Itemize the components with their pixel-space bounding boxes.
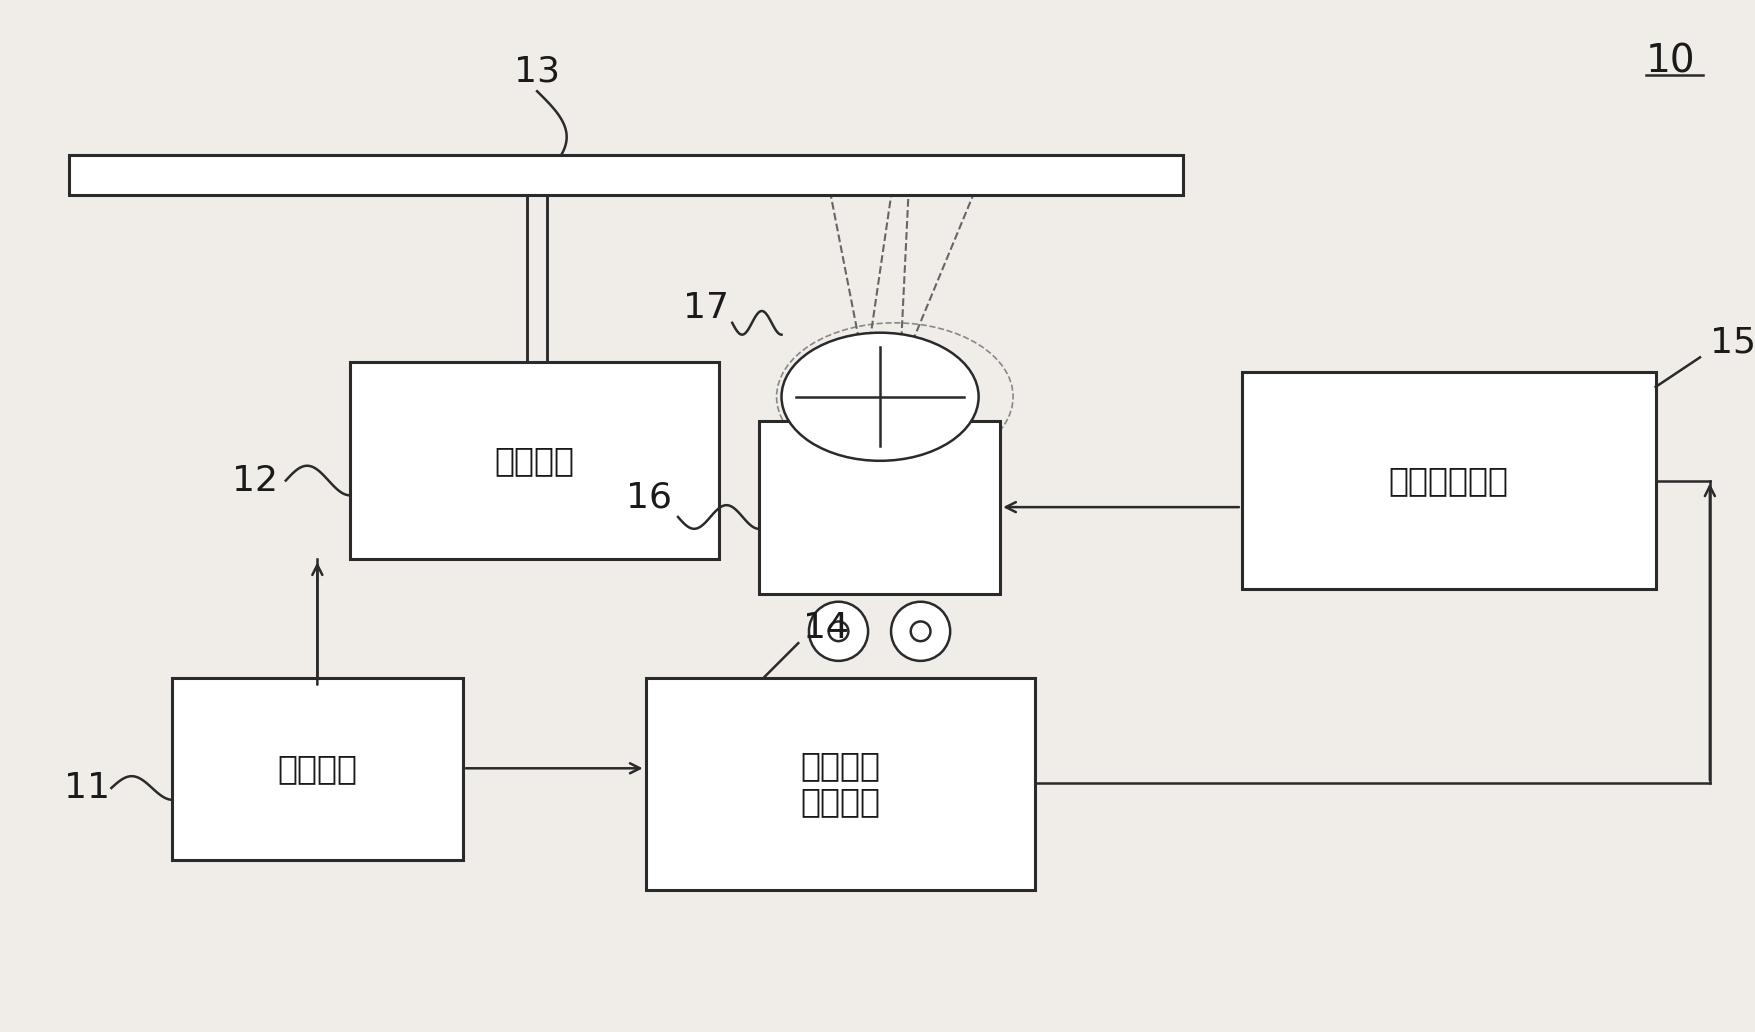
Text: 15: 15	[1709, 325, 1755, 359]
Text: 主轴马达: 主轴马达	[495, 445, 574, 478]
Bar	[172, 678, 463, 860]
Circle shape	[809, 602, 867, 660]
Bar	[646, 678, 1034, 890]
Text: 14: 14	[802, 611, 849, 645]
Circle shape	[828, 621, 848, 641]
Text: 16: 16	[625, 480, 672, 514]
Text: 17: 17	[683, 291, 728, 325]
Circle shape	[890, 602, 949, 660]
Text: 微处理器: 微处理器	[277, 752, 358, 785]
Circle shape	[911, 621, 930, 641]
Text: 数字信号: 数字信号	[800, 749, 879, 782]
Text: 11: 11	[63, 771, 111, 805]
Text: 12: 12	[232, 463, 277, 497]
Bar	[1241, 373, 1655, 589]
Text: 10: 10	[1644, 42, 1695, 80]
Bar	[349, 362, 720, 559]
Bar	[68, 155, 1181, 195]
Text: 13: 13	[514, 55, 560, 89]
Ellipse shape	[781, 332, 978, 461]
Text: 处理装置: 处理装置	[800, 784, 879, 817]
Bar	[758, 421, 1000, 593]
Text: 模拟驱动电路: 模拟驱动电路	[1388, 464, 1508, 497]
